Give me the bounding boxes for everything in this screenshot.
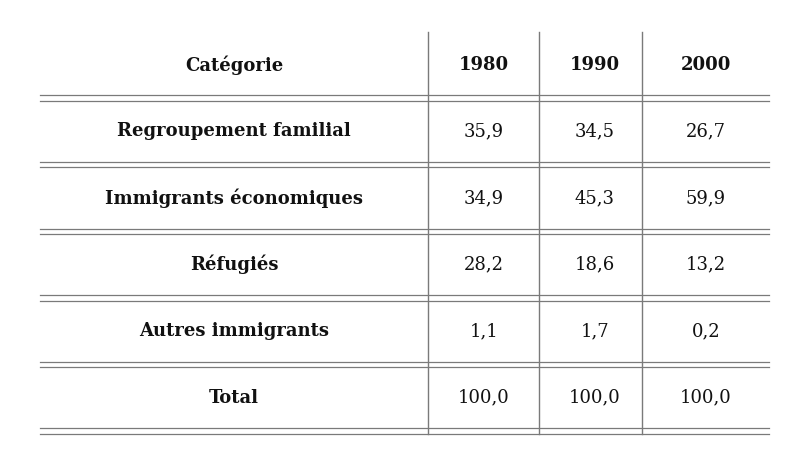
Text: 26,7: 26,7 bbox=[686, 122, 726, 140]
Text: Autres immigrants: Autres immigrants bbox=[139, 322, 329, 340]
Text: 2000: 2000 bbox=[680, 56, 731, 74]
Text: 100,0: 100,0 bbox=[569, 389, 621, 407]
Text: 34,5: 34,5 bbox=[575, 122, 615, 140]
Text: Total: Total bbox=[209, 389, 259, 407]
Text: 35,9: 35,9 bbox=[464, 122, 504, 140]
Text: 0,2: 0,2 bbox=[691, 322, 720, 340]
Text: 1,7: 1,7 bbox=[580, 322, 609, 340]
Text: 1980: 1980 bbox=[458, 56, 509, 74]
Text: 13,2: 13,2 bbox=[686, 256, 726, 274]
Text: 100,0: 100,0 bbox=[458, 389, 510, 407]
Text: 18,6: 18,6 bbox=[575, 256, 615, 274]
Text: Immigrants économiques: Immigrants économiques bbox=[105, 188, 363, 208]
Text: Catégorie: Catégorie bbox=[185, 55, 283, 75]
Text: 34,9: 34,9 bbox=[464, 189, 504, 207]
Text: 100,0: 100,0 bbox=[680, 389, 732, 407]
Text: 1990: 1990 bbox=[569, 56, 620, 74]
Text: Réfugiés: Réfugiés bbox=[190, 255, 278, 274]
Text: 1,1: 1,1 bbox=[469, 322, 498, 340]
Text: 45,3: 45,3 bbox=[575, 189, 615, 207]
Text: 28,2: 28,2 bbox=[464, 256, 504, 274]
Text: Regroupement familial: Regroupement familial bbox=[117, 122, 351, 140]
Text: 59,9: 59,9 bbox=[686, 189, 726, 207]
